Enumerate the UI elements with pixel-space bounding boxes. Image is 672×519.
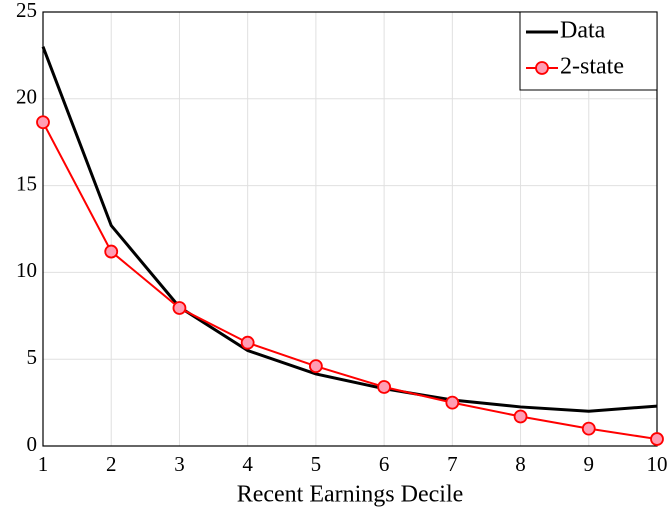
data-point (308, 359, 323, 374)
legend: Data 2-state (519, 11, 658, 91)
series-line (42, 121, 658, 441)
x-tick-label: 3 (174, 452, 185, 476)
y-tick-label: 20 (16, 85, 37, 109)
data-point (650, 432, 664, 446)
x-tick-label: 1 (38, 452, 49, 476)
x-tick-label: 2 (106, 452, 117, 476)
y-tick-label: 5 (27, 345, 38, 369)
x-tick-label: 6 (379, 452, 390, 476)
data-point (581, 421, 596, 436)
data-point (172, 301, 187, 315)
x-tick-label: 9 (584, 452, 595, 476)
series-line (41, 46, 658, 413)
x-tick-label: 4 (242, 452, 253, 476)
data-point (104, 244, 119, 259)
legend-box (519, 11, 658, 91)
y-tick-label: 25 (16, 0, 37, 22)
plot-frame (42, 11, 658, 447)
x-tick-label: 8 (515, 452, 526, 476)
y-tick-label: 10 (16, 258, 37, 282)
data-point (513, 409, 528, 424)
data-point (377, 380, 392, 394)
y-tick-label: 15 (16, 171, 37, 195)
legend-label: 2-state (560, 54, 624, 80)
x-tick-label: 5 (311, 452, 322, 476)
data-point (36, 115, 50, 130)
y-tick-label: 0 (27, 432, 38, 456)
legend-marker (535, 61, 549, 75)
x-axis-label: Recent Earnings Decile (237, 482, 464, 508)
x-tick-label: 7 (447, 452, 458, 476)
legend-label: Data (560, 18, 606, 44)
data-point (445, 395, 460, 410)
x-tick-label: 10 (647, 452, 668, 476)
data-point (240, 335, 255, 350)
